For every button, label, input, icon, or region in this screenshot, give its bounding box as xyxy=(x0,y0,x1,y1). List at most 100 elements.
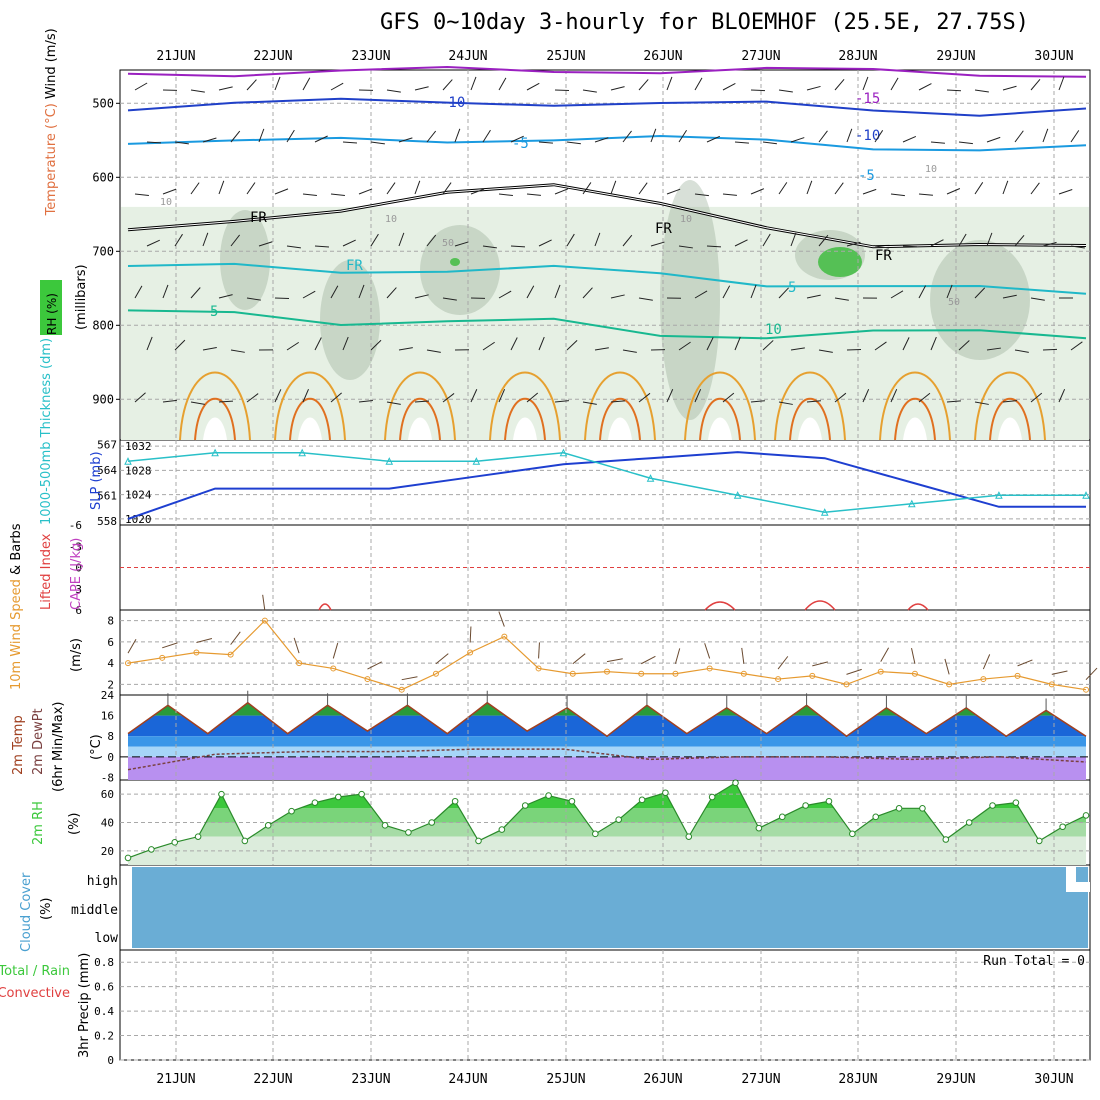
wind-barb xyxy=(442,297,457,301)
wind-barb xyxy=(342,141,358,144)
li-tick: 6 xyxy=(75,604,82,617)
temp-ylabel-3: (6hr Min/Max) xyxy=(51,702,66,792)
upper-ylabel2: (millibars) xyxy=(74,264,89,330)
wind-barb xyxy=(262,594,266,611)
isotherm-5 xyxy=(127,262,1087,295)
wind-barb xyxy=(778,182,788,195)
wind-barb xyxy=(640,655,656,665)
wind-point xyxy=(843,681,850,688)
wind-barb xyxy=(230,130,241,143)
wind-barb xyxy=(426,130,437,143)
wind-barb xyxy=(762,233,771,247)
wind-tick: 8 xyxy=(107,615,114,628)
wind-barb xyxy=(330,392,342,403)
temp-band xyxy=(128,715,1086,737)
warm-contour-inner xyxy=(289,397,331,441)
warm-contour-core xyxy=(203,417,227,440)
wind-barb xyxy=(594,137,609,143)
rh-point xyxy=(895,805,903,812)
isotherm-label: 10 xyxy=(160,197,172,208)
wind-barb xyxy=(582,401,597,405)
isotherm-label: -10 xyxy=(440,95,465,111)
wind-barb xyxy=(806,85,821,91)
wind-barb xyxy=(880,647,890,662)
temp-tick: 24 xyxy=(101,689,115,702)
li-ylabel: Lifted Index xyxy=(39,533,54,610)
warm-contour-outer xyxy=(179,371,251,441)
wind-barb xyxy=(162,642,178,649)
wind-barb xyxy=(622,130,632,143)
rh-blob xyxy=(420,225,500,315)
wind-barb xyxy=(741,647,745,664)
wind-barb xyxy=(846,668,862,675)
wind-point xyxy=(501,633,508,640)
wind-barb xyxy=(498,193,513,197)
wind-barb xyxy=(398,232,405,247)
thickness-tick: 558 xyxy=(97,515,117,528)
date-label-top: 27JUN xyxy=(741,49,780,64)
wind-barb xyxy=(442,182,452,195)
wind-barb xyxy=(1014,234,1025,247)
wind-barb xyxy=(918,392,931,403)
wind-barb xyxy=(146,336,153,351)
wind-barb xyxy=(818,234,829,247)
rh-point xyxy=(405,829,412,836)
wind-barb xyxy=(638,79,649,91)
slp-tick: 1032 xyxy=(125,440,152,453)
wind-barb xyxy=(554,188,569,195)
rh-point xyxy=(475,837,482,845)
wind-barb xyxy=(330,82,344,91)
wind-barb xyxy=(370,339,382,351)
wind-barb xyxy=(834,182,844,195)
wind-point xyxy=(364,676,371,683)
wind-barb xyxy=(778,401,793,405)
wind-tick: 4 xyxy=(107,657,114,670)
wind10m-panel: 2 4 6 8 10m Wind Speed & Barbs (m/s) xyxy=(9,523,1098,695)
wind-barb xyxy=(342,239,356,247)
wind-barb xyxy=(777,656,789,670)
cape-ylabel: CAPE (J/kg) xyxy=(69,538,84,610)
rh-point xyxy=(592,830,599,838)
wind-ylabel-part: & Barbs xyxy=(9,523,24,575)
cloud-fill xyxy=(132,867,1088,948)
wind-barb xyxy=(834,79,845,91)
wind-barb xyxy=(1070,130,1080,143)
cloud-panel: high middle low Cloud Cover (%) xyxy=(19,866,1090,952)
wind-barb xyxy=(230,234,241,247)
wind-barb xyxy=(302,193,317,196)
cloud-ylabel: Cloud Cover xyxy=(19,872,34,952)
wind-barb xyxy=(190,287,201,299)
wind-barb xyxy=(246,393,259,403)
wind-barb xyxy=(902,135,917,143)
isotherm-label: 10 xyxy=(765,322,782,338)
thickness-tick: 567 xyxy=(97,438,117,451)
temp-units: (°C) xyxy=(89,734,104,760)
y-tick-label: 900 xyxy=(92,392,114,406)
wind-barb xyxy=(986,232,993,247)
wind-barb xyxy=(538,336,545,351)
wind-barb xyxy=(902,245,918,248)
wind-barb xyxy=(790,347,805,351)
warm-contour-outer xyxy=(684,371,756,441)
rh-point xyxy=(264,822,272,829)
rh-point xyxy=(778,813,786,821)
rh-tick: 60 xyxy=(101,788,114,801)
wind-barb xyxy=(694,388,702,403)
wind-barb xyxy=(722,82,736,91)
date-label-top: 29JUN xyxy=(936,49,975,64)
wind-barb xyxy=(146,239,160,247)
warm-contour-core xyxy=(903,417,927,440)
panel-frame-precip xyxy=(119,949,1091,1061)
wind-barb xyxy=(734,141,749,144)
wind-barb xyxy=(958,141,973,145)
wind-barb xyxy=(806,294,821,299)
wind-barb xyxy=(694,193,709,197)
temp-tick: -8 xyxy=(101,771,114,784)
isotherm-label: -5 xyxy=(858,168,875,184)
wind-barb xyxy=(435,653,449,665)
date-label-bottom: 22JUN xyxy=(253,1072,292,1087)
wind-barb xyxy=(706,337,714,351)
warm-contour-core xyxy=(513,417,537,440)
wind-barb xyxy=(218,86,233,91)
wind-barb xyxy=(414,86,429,91)
